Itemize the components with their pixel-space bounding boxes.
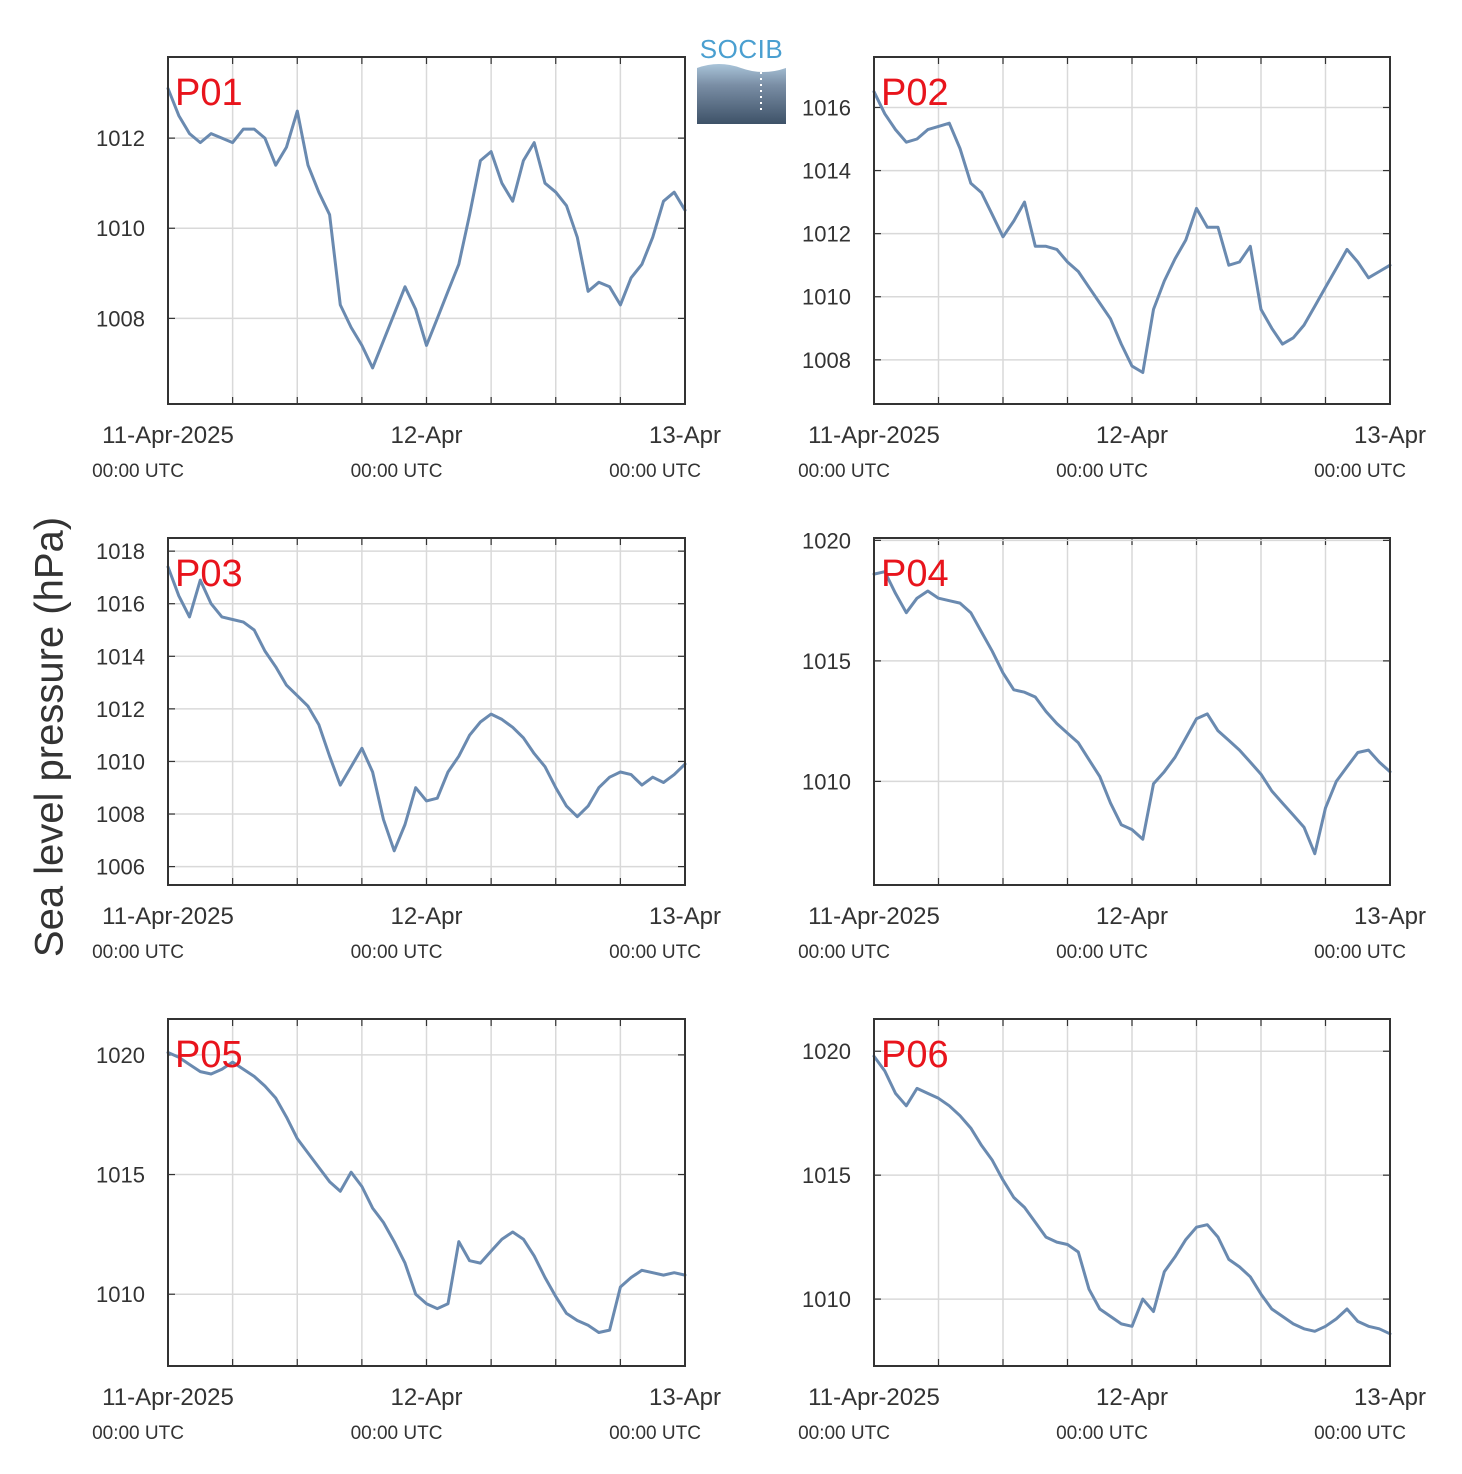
y-tick-label: 1008	[96, 306, 145, 331]
x-tick-label: 13-Apr	[649, 1384, 721, 1411]
series-line	[872, 570, 1392, 856]
x-tick-label: 13-Apr	[1354, 903, 1426, 930]
y-tick-label: 1020	[802, 1039, 851, 1064]
y-axis-label: Sea level pressure (hPa)	[10, 487, 90, 987]
y-tick-label: 1010	[802, 769, 851, 794]
y-tick-label: 1014	[802, 159, 851, 184]
y-tick-label: 1020	[802, 528, 851, 553]
y-axis-label-text: Sea level pressure (hPa)	[27, 516, 72, 958]
x-tick-label: 11-Apr-2025	[808, 422, 940, 449]
series-line	[166, 87, 687, 370]
series-line	[166, 1051, 687, 1334]
y-tick-label: 1008	[96, 802, 145, 827]
plot-frame	[167, 1018, 686, 1367]
x-tick-sublabel: 00:00 UTC	[92, 1423, 184, 1444]
x-tick-sublabel: 00:00 UTC	[92, 942, 184, 963]
x-tick-label: 13-Apr	[649, 422, 721, 449]
plot-frame	[167, 537, 686, 886]
x-tick-sublabel: 00:00 UTC	[92, 461, 184, 482]
panel-title: P06	[881, 1034, 949, 1076]
y-tick-label: 1010	[96, 749, 145, 774]
y-tick-label: 1018	[96, 539, 145, 564]
x-tick-label: 11-Apr-2025	[808, 903, 940, 930]
x-tick-sublabel: 00:00 UTC	[1056, 942, 1148, 963]
x-tick-sublabel: 00:00 UTC	[609, 942, 701, 963]
y-tick-label: 1015	[96, 1163, 145, 1188]
plot-frame	[873, 537, 1391, 886]
x-tick-label: 12-Apr	[390, 1384, 462, 1411]
x-tick-label: 12-Apr	[1096, 422, 1168, 449]
panel-p01: 1008 1010 1012 11-Apr-2025 00:00 UTC 12-Apr 00…	[92, 56, 721, 482]
y-tick-label: 1016	[96, 592, 145, 617]
series-line	[872, 1054, 1392, 1336]
plot-frame	[873, 1018, 1391, 1367]
y-tick-label: 1016	[802, 95, 851, 120]
x-tick-label: 11-Apr-2025	[102, 422, 234, 449]
x-tick-sublabel: 00:00 UTC	[1314, 1423, 1406, 1444]
x-tick-label: 12-Apr	[1096, 1384, 1168, 1411]
x-tick-sublabel: 00:00 UTC	[798, 461, 890, 482]
x-tick-sublabel: 00:00 UTC	[798, 942, 890, 963]
y-tick-label: 1006	[96, 855, 145, 880]
socib-logo: SOCIB	[697, 34, 786, 124]
x-tick-sublabel: 00:00 UTC	[609, 1423, 701, 1444]
x-tick-label: 11-Apr-2025	[102, 903, 234, 930]
x-tick-sublabel: 00:00 UTC	[1314, 461, 1406, 482]
series-line	[872, 90, 1392, 374]
y-tick-label: 1008	[802, 348, 851, 373]
panel-p02: 1008 1010 1012 1014 1016 11-Apr-2025 00:00 UTC…	[798, 56, 1426, 482]
plot-frame	[873, 56, 1391, 405]
panel-p04: 1010 1015 1020 11-Apr-2025 00:00 UTC 12-Apr 00…	[798, 528, 1426, 963]
y-tick-label: 1015	[802, 649, 851, 674]
x-tick-label: 13-Apr	[649, 903, 721, 930]
panel-title: P03	[175, 553, 243, 595]
y-tick-label: 1012	[802, 222, 851, 247]
x-tick-sublabel: 00:00 UTC	[1056, 461, 1148, 482]
y-tick-label: 1014	[96, 644, 145, 669]
x-tick-sublabel: 00:00 UTC	[351, 461, 443, 482]
panel-p05: 1010 1015 1020 11-Apr-2025 00:00 UTC 12-Apr 00…	[92, 1018, 721, 1444]
plot-frame	[167, 56, 686, 405]
panel-p06: 1010 1015 1020 11-Apr-2025 00:00 UTC 12-Apr 00…	[798, 1018, 1426, 1444]
y-tick-label: 1010	[802, 285, 851, 310]
x-tick-label: 12-Apr	[390, 422, 462, 449]
x-tick-label: 11-Apr-2025	[808, 1384, 940, 1411]
x-tick-sublabel: 00:00 UTC	[351, 942, 443, 963]
series-line	[166, 565, 687, 853]
x-tick-sublabel: 00:00 UTC	[609, 461, 701, 482]
x-tick-sublabel: 00:00 UTC	[798, 1423, 890, 1444]
y-tick-label: 1012	[96, 126, 145, 151]
y-tick-label: 1010	[96, 1282, 145, 1307]
panel-title: P04	[881, 553, 949, 595]
x-tick-sublabel: 00:00 UTC	[351, 1423, 443, 1444]
x-tick-label: 12-Apr	[390, 903, 462, 930]
y-tick-label: 1010	[802, 1287, 851, 1312]
panel-p03: 1006 1008 1010 1012 1014 1016 1018 11-Apr-2025 0…	[92, 537, 721, 963]
y-tick-label: 1015	[802, 1163, 851, 1188]
x-tick-label: 11-Apr-2025	[102, 1384, 234, 1411]
socib-logo-text: SOCIB	[699, 34, 784, 64]
x-tick-sublabel: 00:00 UTC	[1314, 942, 1406, 963]
panel-title: P01	[175, 72, 243, 114]
y-tick-label: 1020	[96, 1043, 145, 1068]
socib-logo-emblem	[697, 64, 786, 124]
y-tick-label: 1010	[96, 216, 145, 241]
x-tick-label: 12-Apr	[1096, 903, 1168, 930]
x-tick-label: 13-Apr	[1354, 1384, 1426, 1411]
x-tick-label: 13-Apr	[1354, 422, 1426, 449]
y-tick-label: 1012	[96, 697, 145, 722]
panel-title: P05	[175, 1034, 243, 1076]
x-tick-sublabel: 00:00 UTC	[1056, 1423, 1148, 1444]
panel-title: P02	[881, 72, 949, 114]
